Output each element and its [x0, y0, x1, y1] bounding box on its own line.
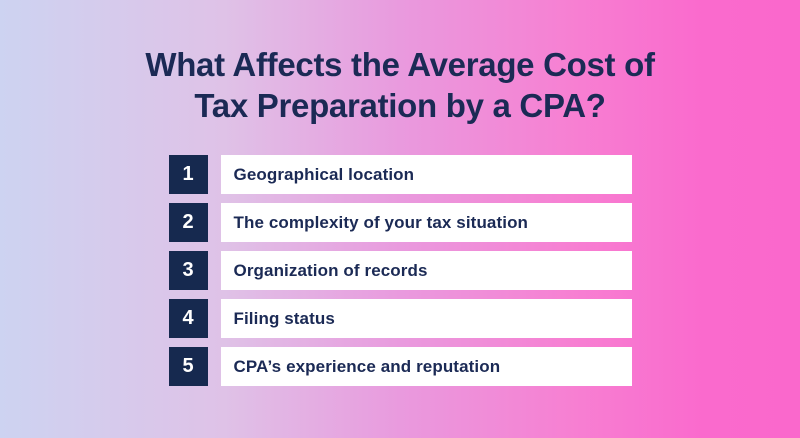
- item-label: Organization of records: [220, 251, 632, 290]
- item-number-badge: 3: [168, 251, 208, 290]
- item-number-badge: 4: [168, 299, 208, 338]
- list-item: 5 CPA’s experience and reputation: [168, 347, 632, 386]
- list-item: 3 Organization of records: [168, 251, 632, 290]
- item-label: Geographical location: [220, 155, 632, 194]
- factors-list: 1 Geographical location 2 The complexity…: [168, 155, 632, 386]
- page-title-line-1: What Affects the Average Cost of: [145, 46, 655, 83]
- list-item: 4 Filing status: [168, 299, 632, 338]
- item-label: The complexity of your tax situation: [220, 203, 632, 242]
- list-item: 2 The complexity of your tax situation: [168, 203, 632, 242]
- item-number-badge: 5: [168, 347, 208, 386]
- item-label: CPA’s experience and reputation: [220, 347, 632, 386]
- page-title-line-2: Tax Preparation by a CPA?: [194, 87, 606, 124]
- list-item: 1 Geographical location: [168, 155, 632, 194]
- item-label: Filing status: [220, 299, 632, 338]
- item-number-badge: 2: [168, 203, 208, 242]
- item-number-badge: 1: [168, 155, 208, 194]
- page-title: What Affects the Average Cost of Tax Pre…: [0, 0, 800, 126]
